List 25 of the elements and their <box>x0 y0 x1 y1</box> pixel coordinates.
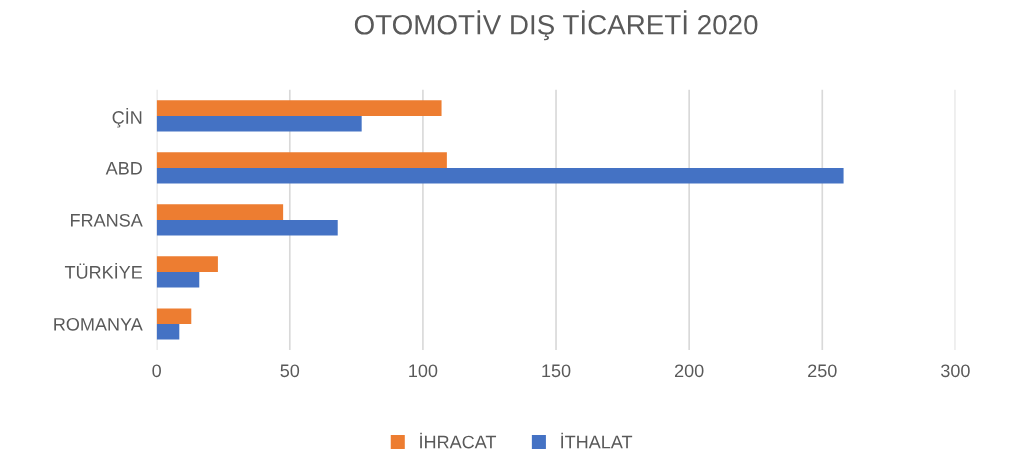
bar <box>156 308 192 324</box>
y-tick-label: ABD <box>105 162 142 175</box>
x-tick-label: 150 <box>542 364 571 378</box>
chart-title: OTOMOTİV DIŞ TİCARETİ 2020 <box>354 10 758 41</box>
y-tick-label: TÜRKİYE <box>64 262 143 279</box>
x-tick-label: 300 <box>941 364 970 378</box>
y-tick-label: FRANSA <box>71 213 143 227</box>
bar <box>156 152 447 168</box>
bar <box>156 115 362 132</box>
x-tick-label: 250 <box>808 364 837 378</box>
x-tick-label: 200 <box>675 364 704 378</box>
legend-label: İTHALAT <box>561 432 633 449</box>
x-tick-label: 50 <box>280 364 300 378</box>
bar <box>156 256 218 272</box>
x-tick-label: 100 <box>409 364 438 378</box>
bar <box>156 204 284 220</box>
legend-label: İHRACAT <box>420 432 497 449</box>
y-tick-label: ÇİN <box>112 108 142 128</box>
bar <box>156 167 844 184</box>
bar <box>156 271 200 288</box>
bar <box>156 324 180 340</box>
x-tick-label: 0 <box>152 364 161 378</box>
bar <box>156 219 338 236</box>
bar <box>156 100 442 116</box>
y-tick-label: ROMANYA <box>54 317 143 331</box>
